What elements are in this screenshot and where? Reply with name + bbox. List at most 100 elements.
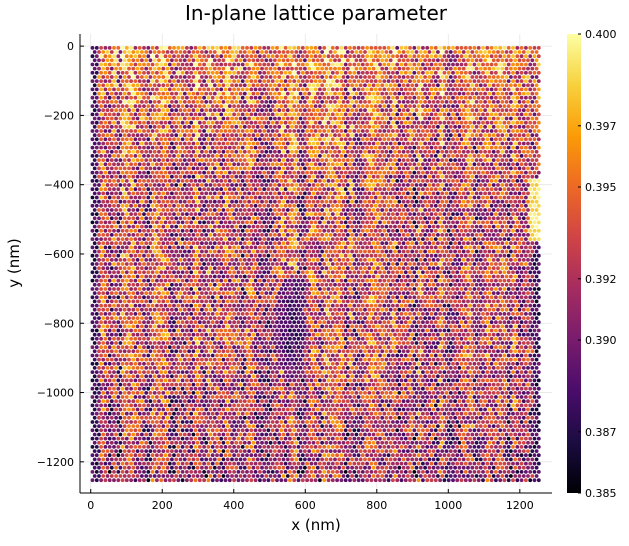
- data-point: [238, 91, 243, 96]
- data-point: [167, 445, 172, 449]
- data-point: [124, 312, 129, 316]
- data-point: [185, 470, 189, 474]
- data-point: [99, 170, 103, 175]
- data-point: [193, 187, 198, 192]
- data-point: [247, 58, 252, 63]
- data-point: [200, 100, 204, 104]
- data-point: [131, 233, 136, 237]
- data-point: [99, 46, 103, 50]
- data-point: [112, 395, 116, 399]
- data-point: [159, 145, 164, 150]
- data-point: [292, 54, 297, 59]
- data-point: [140, 341, 144, 345]
- data-point: [238, 83, 243, 88]
- data-point: [234, 258, 239, 262]
- data-point: [200, 399, 204, 404]
- data-point: [217, 249, 222, 254]
- data-point: [200, 424, 204, 428]
- data-point: [185, 478, 189, 483]
- data-point: [131, 282, 136, 287]
- data-point: [232, 70, 237, 75]
- data-point: [191, 224, 196, 229]
- data-point: [144, 233, 149, 237]
- data-point: [268, 83, 273, 88]
- data-point: [90, 237, 95, 242]
- data-point: [219, 195, 224, 200]
- data-point: [144, 100, 149, 104]
- data-point: [152, 357, 157, 362]
- data-point: [273, 399, 277, 404]
- data-point: [262, 420, 267, 424]
- data-point: [142, 179, 146, 183]
- data-point: [270, 203, 275, 208]
- data-point: [131, 474, 136, 478]
- data-point: [212, 282, 217, 287]
- data-point: [290, 266, 294, 271]
- data-point: [129, 453, 134, 458]
- data-point: [277, 465, 282, 470]
- data-point: [148, 465, 153, 470]
- data-point: [232, 478, 237, 483]
- data-point: [234, 58, 239, 63]
- data-point: [270, 120, 275, 125]
- data-point: [204, 391, 209, 395]
- data-point: [118, 332, 123, 337]
- data-point: [290, 174, 294, 179]
- data-point: [103, 328, 108, 333]
- data-point: [202, 312, 207, 316]
- data-point: [189, 245, 194, 250]
- data-point: [202, 46, 207, 50]
- data-point: [155, 46, 159, 50]
- data-point: [94, 370, 99, 374]
- data-point: [255, 324, 260, 329]
- data-point: [195, 141, 200, 146]
- data-point: [133, 203, 138, 208]
- data-point: [157, 58, 161, 63]
- data-point: [225, 465, 230, 470]
- data-point: [152, 100, 157, 104]
- data-point: [281, 258, 286, 262]
- data-point: [212, 149, 217, 154]
- data-point: [273, 374, 277, 379]
- data-point: [178, 191, 183, 196]
- data-point: [275, 420, 279, 424]
- data-point: [157, 391, 161, 395]
- data-point: [101, 149, 106, 154]
- data-point: [242, 440, 247, 445]
- data-point: [107, 62, 112, 67]
- data-point: [221, 58, 226, 63]
- data-point: [253, 353, 258, 358]
- data-point: [185, 353, 189, 358]
- data-point: [197, 262, 202, 266]
- data-point: [242, 424, 247, 428]
- data-point: [204, 432, 209, 437]
- data-point: [195, 174, 200, 179]
- data-point: [217, 91, 222, 96]
- data-point: [253, 154, 258, 158]
- data-point: [281, 224, 286, 229]
- data-point: [118, 241, 123, 246]
- data-point: [227, 345, 232, 350]
- data-point: [253, 436, 258, 441]
- data-point: [182, 183, 187, 187]
- data-point: [240, 461, 245, 466]
- data-point: [288, 370, 292, 374]
- data-point: [114, 208, 118, 212]
- data-point: [208, 249, 213, 254]
- data-point: [212, 382, 217, 387]
- data-point: [163, 137, 168, 142]
- data-point: [210, 420, 215, 424]
- data-point: [223, 203, 228, 208]
- data-point: [258, 361, 262, 366]
- data-point: [212, 349, 217, 354]
- data-point: [264, 50, 269, 54]
- data-point: [230, 449, 234, 453]
- data-point: [163, 287, 168, 291]
- data-point: [94, 395, 99, 399]
- data-point: [191, 324, 196, 329]
- data-point: [120, 170, 125, 175]
- data-point: [268, 66, 273, 71]
- data-point: [176, 145, 181, 150]
- data-point: [159, 237, 164, 242]
- data-point: [275, 361, 279, 366]
